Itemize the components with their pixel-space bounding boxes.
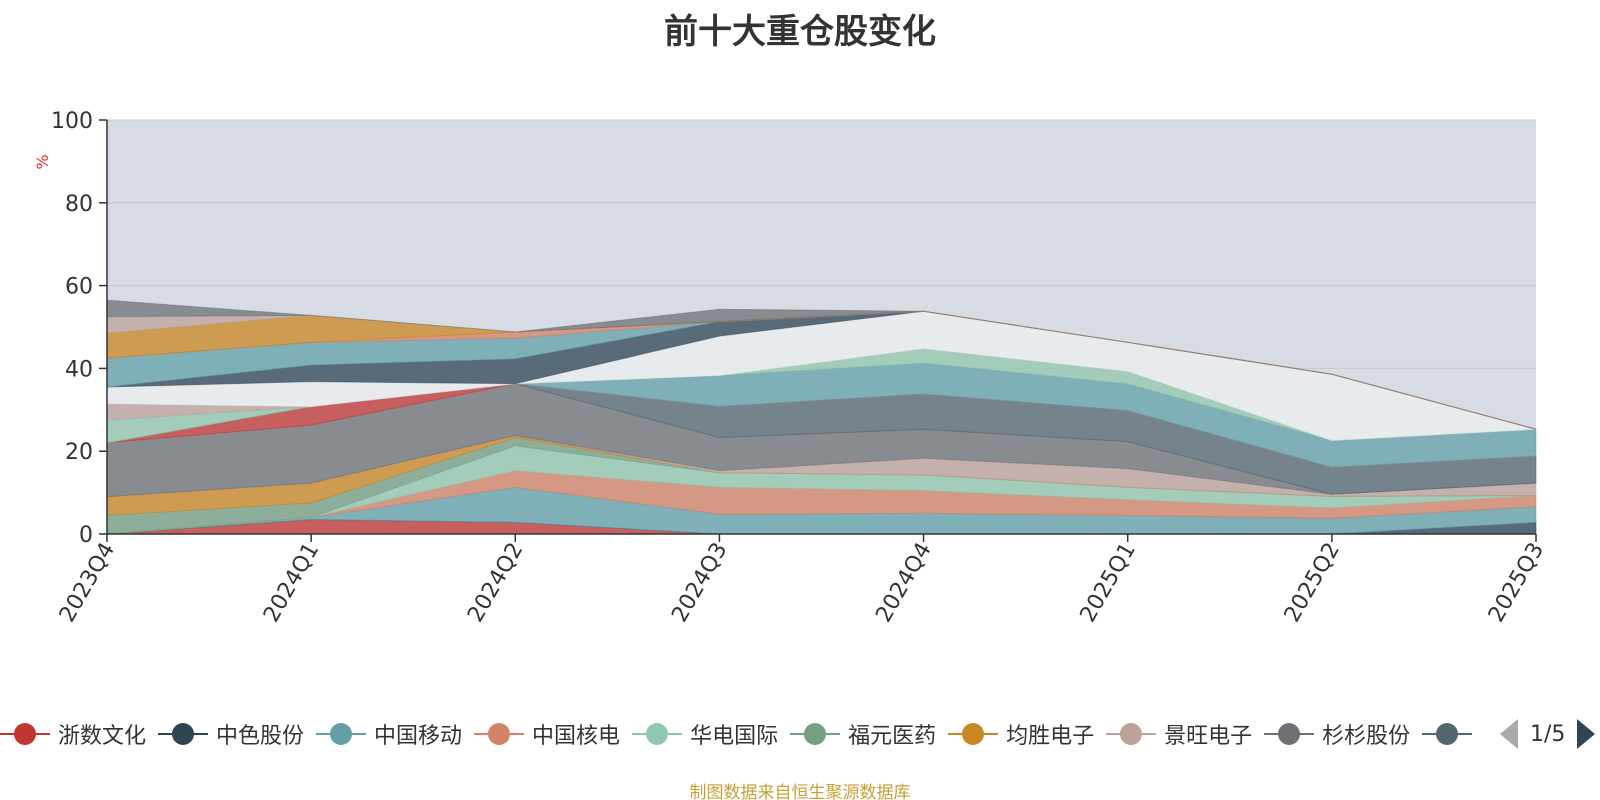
legend-item[interactable]: 中色股份	[158, 716, 304, 752]
legend-item[interactable]: 景旺电子	[1106, 716, 1252, 752]
legend-marker-icon	[1106, 716, 1157, 752]
legend-item[interactable]: 中国移动	[316, 716, 462, 752]
y-tick-label: 60	[65, 275, 93, 300]
legend-label: 杉杉股份	[1322, 724, 1411, 749]
y-tick-label: 80	[65, 192, 93, 217]
y-tick-label: 100	[51, 109, 93, 134]
legend-pager: 1/5	[1500, 716, 1600, 752]
legend-label: 福元医药	[848, 724, 937, 749]
legend-item[interactable]: 浙数文化	[0, 716, 146, 752]
x-tick-label: 2025Q2	[1280, 539, 1345, 627]
x-tick-label: 2024Q3	[667, 539, 732, 627]
legend-label: 华电国际	[690, 724, 779, 749]
y-tick-label: 0	[79, 523, 93, 548]
legend: 浙数文化 中色股份 中国移动 中国核电 华电国际 福元医药 均胜电子 景旺电子 杉杉股份系列10…	[0, 716, 1478, 752]
x-tick-label: 2024Q2	[463, 539, 528, 627]
legend-item[interactable]: 福元医药	[790, 716, 936, 752]
x-tick-label: 2024Q4	[871, 539, 936, 627]
legend-marker-icon	[1264, 716, 1315, 752]
legend-prev-arrow-icon[interactable]	[1500, 719, 1518, 749]
legend-page-indicator: 1/5	[1530, 721, 1566, 747]
series-area[interactable]	[106, 299, 1537, 430]
y-tick-label: 40	[65, 357, 93, 382]
legend-marker-icon	[1422, 716, 1473, 752]
series-areas	[106, 299, 1537, 535]
x-tick-label: 2024Q1	[259, 539, 324, 627]
area-chart: 0 20 40 60 80 100 2023Q4 2024Q1 2024Q2 2024Q3 2024…	[33, 109, 1549, 627]
legend-marker-icon	[316, 716, 367, 752]
chart-title: 前十大重仓股变化	[664, 12, 936, 52]
legend-label: 均胜电子	[1006, 724, 1095, 749]
legend-item[interactable]: 均胜电子	[948, 716, 1094, 752]
legend-item[interactable]: 系列10	[1422, 716, 1478, 752]
legend-marker-icon	[474, 716, 525, 752]
legend-marker-icon	[0, 716, 50, 752]
legend-marker-icon	[948, 716, 999, 752]
legend-item[interactable]: 华电国际	[632, 716, 778, 752]
legend-label: 中国核电	[532, 724, 621, 749]
x-tick-label: 2023Q4	[55, 539, 120, 627]
x-tick-label: 2025Q1	[1076, 539, 1141, 627]
y-axis-label: %	[33, 154, 52, 169]
legend-label: 中色股份	[216, 724, 305, 749]
legend-item[interactable]: 中国核电	[474, 716, 620, 752]
legend-next-arrow-icon[interactable]	[1577, 719, 1596, 749]
x-tick-label: 2025Q3	[1484, 539, 1549, 627]
source-note: 制图数据来自恒生聚源数据库	[689, 783, 911, 800]
y-tick-label: 20	[65, 440, 93, 465]
legend-item[interactable]: 杉杉股份	[1264, 716, 1410, 752]
legend-marker-icon	[790, 716, 841, 752]
legend-label: 浙数文化	[58, 724, 147, 749]
legend-label: 中国移动	[374, 724, 463, 749]
legend-label: 景旺电子	[1164, 724, 1253, 749]
legend-marker-icon	[632, 716, 683, 752]
legend-marker-icon	[158, 716, 209, 752]
